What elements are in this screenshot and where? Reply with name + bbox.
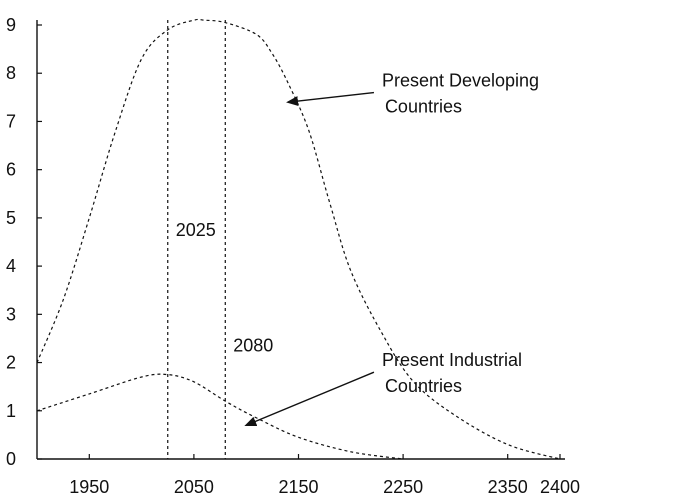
- vertical-markers: 2025 2080: [167, 20, 273, 459]
- annotation-label-developing: Present Developing: [382, 71, 539, 91]
- annotation-arrow: [286, 91, 375, 107]
- y-tick-label: 5: [6, 208, 16, 228]
- annotations: Present Developing Countries Present Indus…: [244, 71, 539, 427]
- axes: 0 1 2 3 4 5 6 7 8 9 1950 2050 2150 2250 2350 2400: [6, 15, 580, 497]
- y-tick-label: 3: [6, 304, 16, 324]
- x-tick-label: 2150: [278, 477, 318, 497]
- y-tick-label: 9: [6, 15, 16, 35]
- y-tick-label: 6: [6, 160, 16, 180]
- y-tick-label: 2: [6, 353, 16, 373]
- vertical-marker-label: 2080: [233, 336, 273, 356]
- y-tick-label: 4: [6, 256, 16, 276]
- series-line-developing: [36, 18, 561, 460]
- annotation-label-industrial: Present Industrial: [382, 350, 522, 370]
- series-line-industrial: [36, 373, 404, 460]
- y-tick-label: 1: [6, 401, 16, 421]
- y-tick-label: 8: [6, 63, 16, 83]
- x-tick-label: 2400: [540, 477, 580, 497]
- y-tick-label: 0: [6, 449, 16, 469]
- x-tick-label: 2350: [488, 477, 528, 497]
- vertical-marker-label: 2025: [176, 220, 216, 240]
- annotation-label-industrial: Countries: [385, 376, 462, 396]
- x-tick-label: 2250: [383, 477, 423, 497]
- x-tick-label: 2050: [174, 477, 214, 497]
- series-lines: [36, 18, 561, 460]
- annotation-arrow: [244, 371, 375, 427]
- x-tick-label: 1950: [69, 477, 109, 497]
- y-tick-label: 7: [6, 111, 16, 131]
- annotation-label-developing: Countries: [385, 97, 462, 117]
